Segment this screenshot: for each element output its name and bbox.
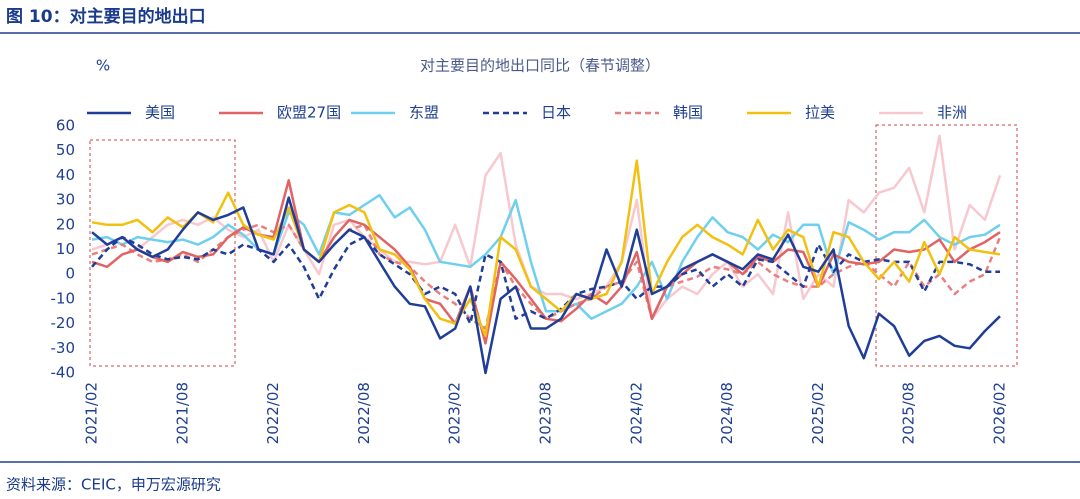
x-tick-label: 2021/02 <box>83 382 101 444</box>
x-tick-label: 2025/02 <box>809 382 827 444</box>
x-tick-label: 2024/08 <box>718 382 736 444</box>
y-tick-label: 20 <box>56 215 75 233</box>
y-tick-label: 50 <box>56 141 75 159</box>
series-line <box>91 159 1001 338</box>
y-tick-label: -20 <box>51 314 76 332</box>
x-tick-label: 2022/02 <box>264 382 282 444</box>
legend-label: 美国 <box>145 104 175 122</box>
series-line <box>91 223 1002 330</box>
series-line <box>91 134 1002 320</box>
y-tick-label: 30 <box>56 191 75 209</box>
x-tick-label: 2023/02 <box>446 382 464 444</box>
y-tick-label: -40 <box>51 364 76 382</box>
y-axis-label: % <box>96 57 110 75</box>
series-line <box>91 196 1001 375</box>
x-tick-label: 2022/08 <box>355 382 373 444</box>
series-line <box>91 179 1001 345</box>
y-tick-label: -30 <box>51 339 76 357</box>
series-line <box>91 193 1001 320</box>
x-tick-label: 2025/08 <box>900 382 918 444</box>
x-tick-label: 2024/02 <box>627 382 645 444</box>
x-tick-label: 2023/08 <box>537 382 555 444</box>
highlight-box <box>875 124 1018 367</box>
legend-label: 东盟 <box>409 104 439 122</box>
chart-title: 对主要目的地出口同比（春节调整） <box>420 57 660 75</box>
legend-label: 非洲 <box>937 104 967 122</box>
legend-label: 欧盟27国 <box>277 104 341 122</box>
y-tick-label: 0 <box>65 265 75 283</box>
y-tick-label: 10 <box>56 240 75 258</box>
highlight-box <box>89 139 236 367</box>
legend-label: 日本 <box>541 104 571 122</box>
y-tick-label: 40 <box>56 166 75 184</box>
figure-caption: 图 10：对主要目的地出口 <box>6 6 206 27</box>
source-note: 资料来源：CEIC，申万宏源研究 <box>6 476 221 494</box>
x-tick-label: 2021/08 <box>173 382 191 444</box>
legend-label: 韩国 <box>673 104 703 122</box>
y-tick-label: -10 <box>51 289 76 307</box>
series-line <box>91 235 1000 325</box>
x-tick-label: 2026/02 <box>991 382 1009 444</box>
y-tick-label: 60 <box>56 117 75 135</box>
legend-label: 拉美 <box>805 104 835 122</box>
